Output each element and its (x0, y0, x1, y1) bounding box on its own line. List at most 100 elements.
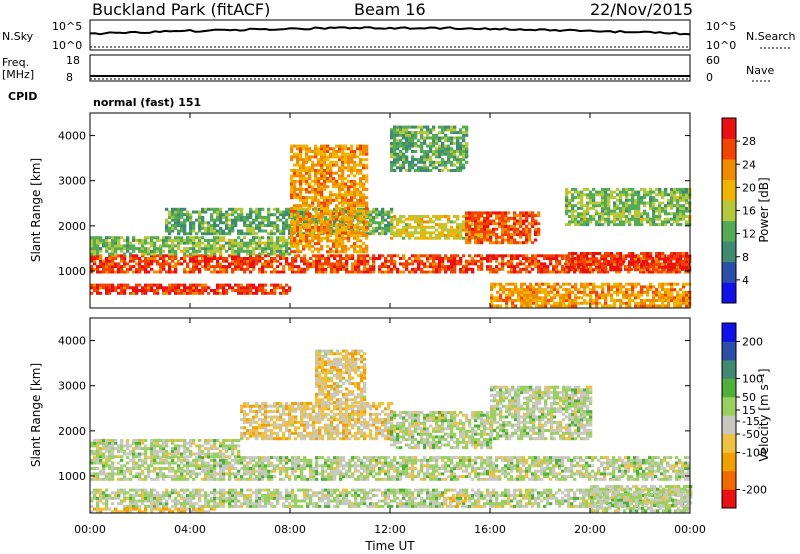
heatmap-cell (558, 262, 562, 266)
heatmap-cell (607, 252, 611, 255)
heatmap-cell (613, 212, 617, 216)
heatmap-cell (658, 201, 662, 205)
heatmap-cell (390, 254, 394, 258)
heatmap-cell (643, 254, 647, 258)
heatmap-cell (670, 217, 674, 221)
heatmap-cell (111, 254, 115, 258)
heatmap-cell (276, 207, 280, 211)
heatmap-cell (246, 262, 250, 266)
heatmap-cell (111, 472, 115, 476)
heatmap-cell (405, 139, 409, 143)
heatmap-cell (622, 201, 626, 205)
heatmap-cell (613, 299, 617, 302)
heatmap-cell (132, 259, 136, 263)
heatmap-cell (634, 212, 638, 216)
heatmap-cell (661, 223, 665, 227)
heatmap-cell (311, 228, 315, 232)
heatmap-cell (117, 244, 121, 248)
heatmap-cell (341, 193, 345, 197)
heatmap-cell (420, 220, 424, 224)
heatmap-cell (640, 285, 644, 289)
heatmap-cell (261, 229, 265, 233)
heatmap-cell (288, 210, 292, 214)
heatmap-cell (303, 210, 307, 214)
heatmap-cell (183, 464, 187, 468)
heatmap-cell (198, 244, 202, 248)
heatmap-cell (679, 296, 683, 300)
colorbar-segment (722, 118, 736, 139)
heatmap-cell (308, 150, 312, 153)
heatmap-cell (303, 213, 307, 217)
heatmap-cell (490, 288, 494, 292)
heatmap-cell (174, 238, 178, 242)
heatmap-cell (682, 198, 686, 202)
power-colorbar-label: Power [dB] (757, 177, 771, 242)
heatmap-cell (129, 252, 133, 256)
heatmap-cell (308, 223, 312, 227)
heatmap-cell (180, 475, 184, 479)
heatmap-cell (291, 259, 295, 263)
heatmap-cell (207, 238, 211, 242)
heatmap-cell (228, 241, 232, 245)
heatmap-cell (619, 262, 623, 266)
heatmap-cell (616, 290, 620, 294)
heatmap-cell (613, 209, 617, 213)
heatmap-cell (435, 262, 439, 266)
heatmap-cell (246, 224, 250, 227)
heatmap-cell (117, 469, 121, 473)
heatmap-cell (288, 241, 292, 245)
heatmap-cell (480, 259, 484, 263)
heatmap-cell (414, 257, 418, 260)
heatmap-cell (362, 225, 366, 229)
heatmap-cell (537, 267, 541, 271)
heatmap-cell (589, 299, 593, 302)
heatmap-cell (474, 238, 478, 242)
heatmap-cell (649, 193, 653, 197)
heatmap-cell (186, 289, 190, 292)
heatmap-cell (162, 257, 166, 260)
heatmap-cell (402, 231, 406, 235)
heatmap-cell (305, 158, 309, 162)
heatmap-cell (579, 270, 583, 274)
heatmap-cell (604, 220, 608, 224)
heatmap-cell (483, 224, 487, 228)
heatmap-cell (296, 152, 300, 156)
heatmap-cell (159, 469, 163, 473)
heatmap-cell (317, 228, 321, 232)
heatmap-cell (568, 204, 572, 208)
heatmap-cell (162, 289, 166, 292)
heatmap-cell (353, 174, 357, 178)
heatmap-cell (105, 472, 109, 476)
heatmap-cell (114, 262, 118, 266)
heatmap-cell (168, 461, 172, 465)
heatmap-cell (456, 136, 460, 140)
heatmap-cell (267, 213, 271, 217)
heatmap-cell (318, 254, 322, 258)
heatmap-cell (655, 223, 659, 227)
heatmap-cell (513, 238, 517, 242)
heatmap-cell (240, 241, 244, 245)
heatmap-cell (516, 262, 520, 266)
heatmap-cell (282, 252, 286, 256)
heatmap-cell (285, 291, 289, 295)
heatmap-cell (405, 150, 409, 153)
heatmap-cell (293, 225, 297, 229)
heatmap-cell (423, 225, 427, 229)
heatmap-cell (453, 128, 457, 132)
heatmap-cell (495, 214, 499, 218)
heatmap-cell (378, 221, 382, 225)
heatmap-cell (589, 257, 593, 261)
heatmap-cell (228, 232, 232, 236)
heatmap-cell (393, 139, 397, 143)
heatmap-cell (216, 286, 220, 290)
heatmap-cell (435, 152, 439, 156)
heatmap-cell (525, 216, 529, 220)
heatmap-cell (243, 257, 247, 260)
heatmap-cell (132, 244, 136, 248)
heatmap-cell (405, 155, 409, 159)
heatmap-cell (625, 254, 629, 258)
heatmap-cell (435, 136, 439, 140)
heatmap-cell (453, 257, 457, 260)
heatmap-cell (264, 259, 268, 263)
heatmap-cell (568, 215, 572, 218)
